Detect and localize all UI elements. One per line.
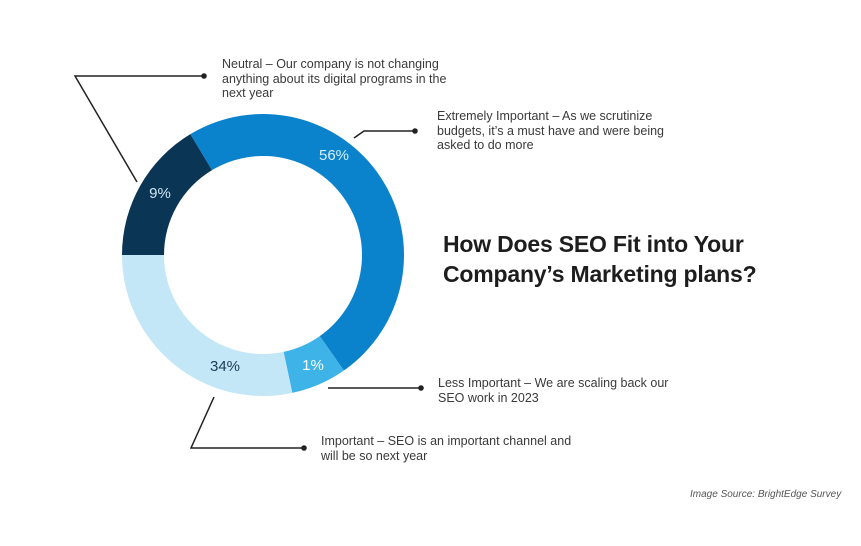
chart-title-line-2: Company’s Marketing plans?: [443, 261, 757, 287]
image-source: Image Source: BrightEdge Survey: [690, 489, 842, 500]
annotation-important: Important – SEO is an important channel …: [321, 434, 572, 463]
leader-dot-extremely-important: [412, 128, 418, 134]
data-label-less-important: 1%: [302, 357, 324, 374]
leader-dot-less-important: [418, 385, 424, 391]
chart-title: How Does SEO Fit into Your Company’s Mar…: [443, 229, 757, 289]
slice-extremely-important: [190, 114, 404, 371]
slice-neutral: [122, 134, 213, 255]
annotation-less-important: Less Important – We are scaling back our…: [438, 376, 669, 405]
leader-line-important: [189, 396, 304, 449]
annotation-neutral: Neutral – Our company is not changing an…: [222, 57, 447, 100]
data-label-neutral: 9%: [149, 185, 171, 202]
leader-line-extremely-important: [353, 130, 415, 139]
data-label-extremely-important: 56%: [319, 147, 349, 164]
slice-less-important: [283, 336, 344, 393]
leader-dot-important: [301, 445, 307, 451]
data-label-important: 34%: [210, 358, 240, 375]
annotation-extremely-important: Extremely Important – As we scrutinize b…: [437, 109, 664, 152]
leader-dot-neutral: [201, 73, 207, 79]
slice-important: [122, 255, 293, 397]
leader-line-neutral: [73, 75, 204, 183]
chart-title-line-1: How Does SEO Fit into Your: [443, 231, 744, 257]
